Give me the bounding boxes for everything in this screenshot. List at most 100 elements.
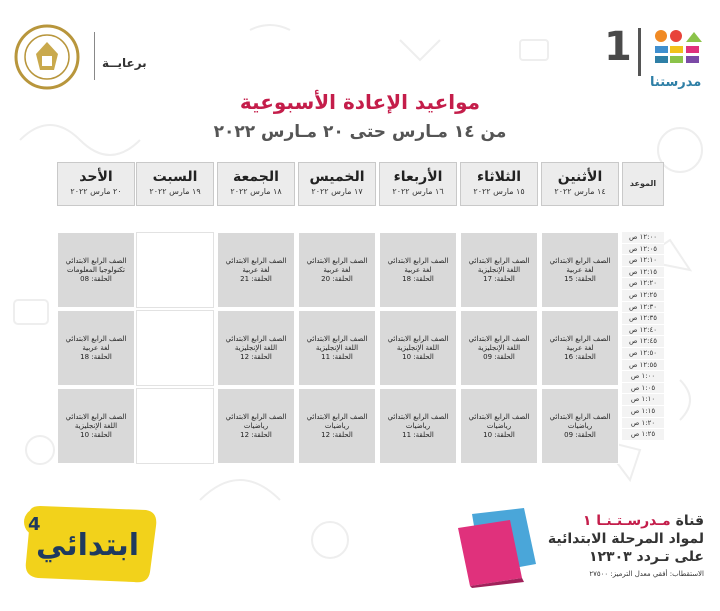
cell-subject: رياضيات [243, 421, 269, 430]
schedule-cell: الصف الرابع الابتدائي رياضيات الحلقة: 10 [460, 388, 538, 464]
channel-frequency: على تـردد ١٢٣٠٣ [588, 549, 704, 565]
cell-grade: الصف الرابع الابتدائي [306, 256, 368, 265]
cell-subject: لغة عربية [566, 265, 594, 274]
cell-grade: الصف الرابع الابتدائي [65, 256, 127, 265]
time-slot: ١٢:٥٥ ص [622, 359, 664, 372]
schedule-cell: الصف الرابع الابتدائي لغة عربية الحلقة: 20 [298, 232, 376, 308]
time-slot: ١:١٠ ص [622, 394, 664, 406]
schedule-cell: الصف الرابع الابتدائي اللغة الإنجليزية الح… [57, 388, 135, 464]
schedule-cell: الصف الرابع الابتدائي لغة عربية الحلقة: 18 [379, 232, 457, 308]
day-header-monday: الأثنين ١٤ مارس ٢٠٢٢ [541, 162, 619, 206]
madrasetna-logo: 1 مدرستنا [598, 18, 708, 94]
day-name: الأثنين [557, 169, 603, 185]
cell-grade: الصف الرابع الابتدائي [549, 334, 611, 343]
madrasetna-colored-blocks-icon [655, 30, 702, 63]
schedule-cell-empty [136, 232, 214, 308]
schedule-cell: الصف الرابع الابتدائي اللغة الإنجليزية الح… [460, 232, 538, 308]
cell-grade: الصف الرابع الابتدائي [468, 412, 530, 421]
cell-grade: الصف الرابع الابتدائي [549, 412, 611, 421]
cell-episode: الحلقة: 15 [564, 274, 596, 283]
time-slot: ١:٠٠ ص [622, 371, 664, 383]
cell-grade: الصف الرابع الابتدائي [387, 334, 449, 343]
day-date: ١٤ مارس ٢٠٢٢ [554, 187, 606, 196]
schedule-cell: الصف الرابع الابتدائي رياضيات الحلقة: 09 [541, 388, 619, 464]
schedule-cell: الصف الرابع الابتدائي لغة عربية الحلقة: 18 [57, 310, 135, 386]
time-slot: ١٢:٤٠ ص [622, 324, 664, 337]
channel-reception: الاستقطاب: أفقي معدل الترميز: ٢٧٥٠٠ [589, 570, 704, 578]
cell-episode: الحلقة: 11 [321, 352, 353, 361]
cell-episode: الحلقة: 10 [80, 430, 112, 439]
day-header-saturday: السبت ١٩ مارس ٢٠٢٢ [136, 162, 214, 206]
cell-subject: رياضيات [567, 421, 593, 430]
cell-subject: رياضيات [405, 421, 431, 430]
cell-subject: رياضيات [486, 421, 512, 430]
time-slot: ١٢:١٥ ص [622, 266, 664, 279]
cell-episode: الحلقة: 18 [80, 352, 112, 361]
day-name: الأربعاء [393, 169, 443, 185]
cell-subject: لغة عربية [404, 265, 432, 274]
cell-grade: الصف الرابع الابتدائي [306, 334, 368, 343]
time-slot: ١:٢٠ ص [622, 417, 664, 430]
sponsor-divider [94, 32, 95, 80]
time-slot: ١٢:٤٥ ص [622, 336, 664, 348]
cell-grade: الصف الرابع الابتدائي [387, 256, 449, 265]
cell-grade: الصف الرابع الابتدائي [225, 412, 287, 421]
cell-subject: اللغة الإنجليزية [477, 265, 521, 274]
time-slot: ١٢:٥٠ ص [622, 347, 664, 360]
schedule-cell: الصف الرابع الابتدائي لغة عربية الحلقة: 16 [541, 310, 619, 386]
day-name: الأحد [79, 169, 113, 185]
day-header-tuesday: الثلاثاء ١٥ مارس ٢٠٢٢ [460, 162, 538, 206]
time-slot: ١:٢٥ ص [622, 429, 664, 441]
cell-grade: الصف الرابع الابتدائي [225, 256, 287, 265]
time-slot: ١٢:١٠ ص [622, 255, 664, 267]
time-header: الموعد [622, 162, 664, 206]
cell-subject: لغة عربية [323, 265, 351, 274]
primary-grade-badge [24, 506, 157, 583]
cell-episode: الحلقة: 11 [402, 430, 434, 439]
cell-subject: اللغة الإنجليزية [315, 343, 359, 352]
time-slot: ١٢:٢٥ ص [622, 289, 664, 302]
channel-name: مـدرسـتـنـا ١ [582, 513, 671, 529]
channel-line2: لمواد المرحلة الابتدائية [547, 531, 704, 547]
cell-episode: الحلقة: 09 [564, 430, 596, 439]
day-header-wednesday: الأربعاء ١٦ مارس ٢٠٢٢ [379, 162, 457, 206]
cell-grade: الصف الرابع الابتدائي [65, 412, 127, 421]
cell-episode: الحلقة: 18 [402, 274, 434, 283]
day-name: الجمعة [233, 169, 279, 185]
schedule-cell: الصف الرابع الابتدائي رياضيات الحلقة: 12 [298, 388, 376, 464]
time-slot: ١٢:٠٠ ص [622, 232, 664, 244]
day-date: ١٨ مارس ٢٠٢٢ [230, 187, 282, 196]
day-date: ١٦ مارس ٢٠٢٢ [392, 187, 444, 196]
page-title: مواعيد الإعادة الأسبوعية [239, 90, 481, 114]
cell-grade: الصف الرابع الابتدائي [306, 412, 368, 421]
day-name: السبت [152, 169, 198, 185]
channel-prefix: قناة [675, 513, 704, 529]
cell-episode: الحلقة: 12 [240, 352, 272, 361]
cell-subject: اللغة الإنجليزية [74, 421, 118, 430]
schedule-cell: الصف الرابع الابتدائي تكنولوجيا المعلومات… [57, 232, 135, 308]
cell-grade: الصف الرابع الابتدائي [549, 256, 611, 265]
schedule-grid: الموعد الأثنين ١٤ مارس ٢٠٢٢ الثلاثاء ١٥ … [57, 162, 664, 466]
time-slot: ١:٠٥ ص [622, 382, 664, 395]
schedule-cell: الصف الرابع الابتدائي لغة عربية الحلقة: 15 [541, 232, 619, 308]
logo-number: 1 [604, 24, 632, 70]
cell-episode: الحلقة: 17 [483, 274, 515, 283]
logo-divider [638, 28, 641, 76]
cell-episode: الحلقة: 09 [483, 352, 515, 361]
day-header-thursday: الخميس ١٧ مارس ٢٠٢٢ [298, 162, 376, 206]
channel-name-line: قناة مـدرسـتـنـا ١ [583, 513, 704, 529]
cell-grade: الصف الرابع الابتدائي [468, 334, 530, 343]
day-name: الثلاثاء [476, 169, 522, 185]
schedule-cell: الصف الرابع الابتدائي لغة عربية الحلقة: 21 [217, 232, 295, 308]
cell-episode: الحلقة: 12 [321, 430, 353, 439]
day-date: ٢٠ مارس ٢٠٢٢ [70, 187, 122, 196]
time-slot: ١٢:٠٥ ص [622, 243, 664, 256]
day-header-sunday: الأحد ٢٠ مارس ٢٠٢٢ [57, 162, 135, 206]
sponsor-label: برعايــة [102, 56, 147, 70]
cell-subject: لغة عربية [566, 343, 594, 352]
schedule-cell: الصف الرابع الابتدائي اللغة الإنجليزية الح… [217, 310, 295, 386]
ministry-logo: برعايــة [10, 16, 155, 96]
cell-episode: الحلقة: 12 [240, 430, 272, 439]
cell-subject: رياضيات [324, 421, 350, 430]
day-date: ١٩ مارس ٢٠٢٢ [149, 187, 201, 196]
